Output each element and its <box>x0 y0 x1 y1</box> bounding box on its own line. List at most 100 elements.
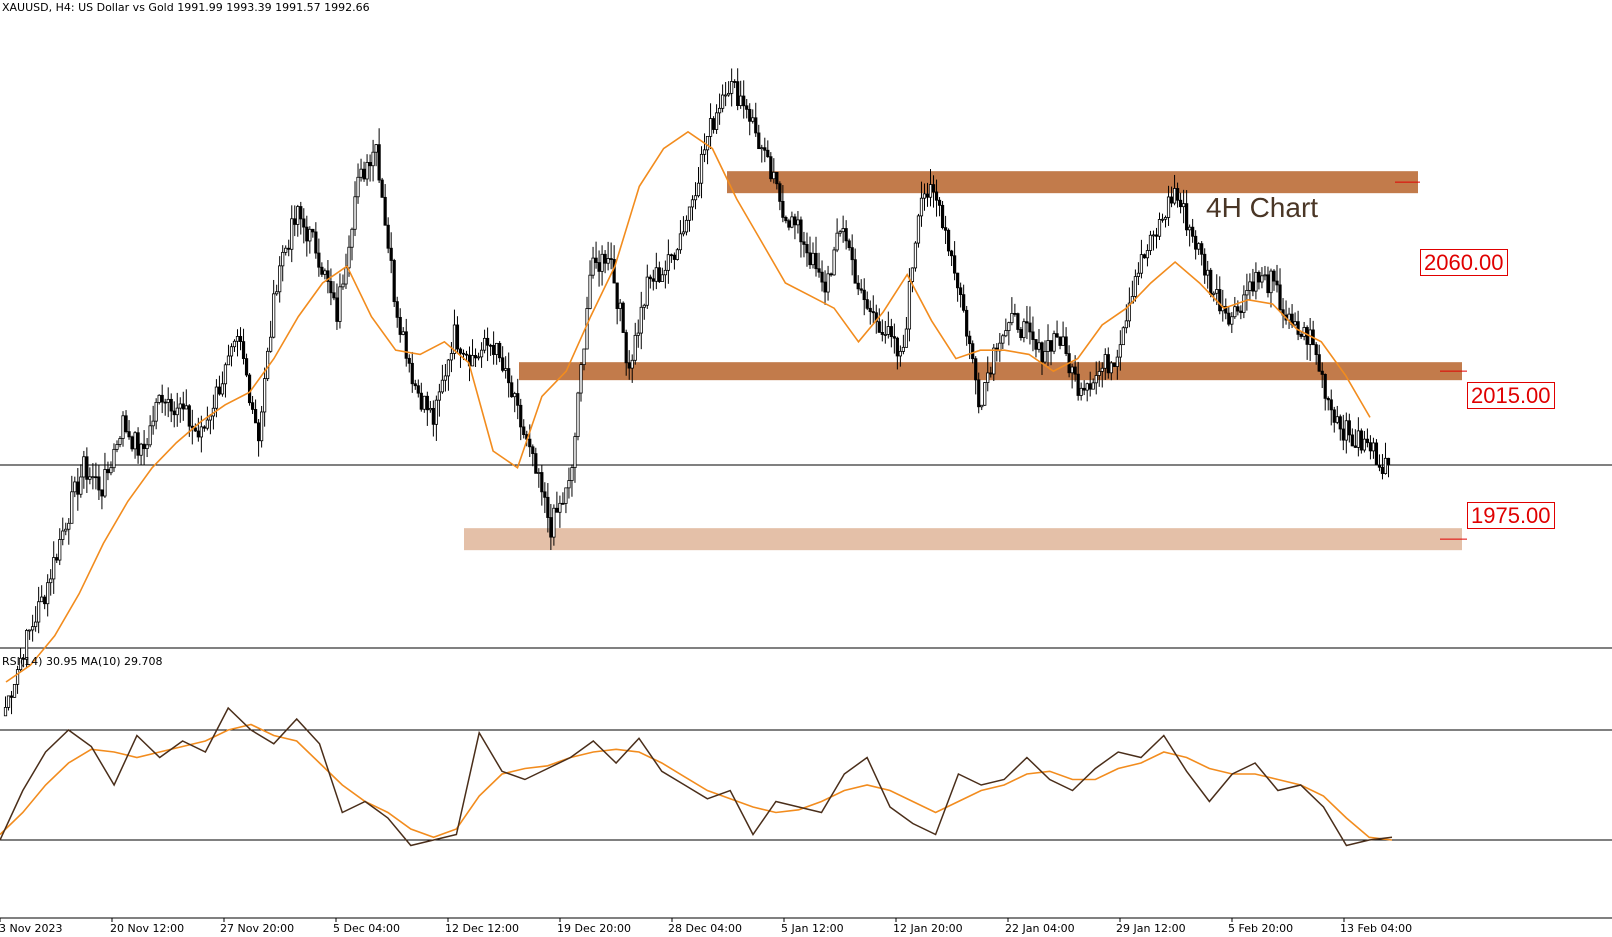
candle-body <box>70 491 74 524</box>
candle-body <box>1383 457 1388 474</box>
candle-body <box>642 304 646 308</box>
candle-body <box>154 401 158 422</box>
candle-body <box>458 348 463 354</box>
candle-body <box>151 420 155 427</box>
candle-body <box>344 267 348 285</box>
x-tick: 27 Nov 20:00 <box>220 922 295 935</box>
candle-body <box>489 344 493 347</box>
candle-body <box>645 276 649 306</box>
candle-body <box>172 410 176 416</box>
level-zone-2060 <box>727 171 1418 194</box>
candle-body <box>510 382 514 398</box>
candle-body <box>40 596 44 603</box>
candle-body <box>1031 331 1035 340</box>
candle-body <box>1182 203 1186 208</box>
candle-body <box>269 336 273 352</box>
candle-body <box>1121 327 1125 346</box>
candle-body <box>308 228 312 242</box>
candle-body <box>733 81 737 83</box>
candle-body <box>1046 340 1050 352</box>
candle-body <box>130 436 134 450</box>
candle-body <box>1239 310 1243 313</box>
candle-body <box>28 629 32 632</box>
candle-body <box>61 530 65 540</box>
candle-body <box>449 353 454 361</box>
candle-body <box>594 257 598 263</box>
candle-body <box>1010 312 1014 324</box>
candle-body <box>169 398 173 412</box>
candle-body <box>1359 430 1363 451</box>
candle-body <box>748 108 752 122</box>
candle-body <box>513 393 517 398</box>
candle-body <box>841 228 845 233</box>
candle-body <box>1368 442 1373 452</box>
candle-body <box>12 683 17 698</box>
candle-body <box>907 281 912 330</box>
candle-body <box>15 669 20 685</box>
candle-body <box>850 247 854 261</box>
candle-body <box>986 372 990 383</box>
candle-body <box>895 337 899 357</box>
candle-body <box>1007 322 1011 331</box>
candle-body <box>763 147 767 151</box>
candle-body <box>962 294 966 311</box>
candle-body <box>46 582 50 605</box>
candle-body <box>1175 188 1180 201</box>
candle-body <box>555 507 559 513</box>
candle-body <box>1188 226 1192 231</box>
candle-body <box>727 92 731 96</box>
candle-body <box>1350 434 1354 447</box>
candle-body <box>672 254 677 260</box>
candle-body <box>347 246 351 269</box>
x-tick: 12 Dec 12:00 <box>445 922 519 935</box>
candle-body <box>428 407 432 411</box>
candle-body <box>913 242 918 269</box>
candle-body <box>1076 373 1080 396</box>
candle-body <box>1377 464 1382 468</box>
candle-body <box>684 219 689 233</box>
chart-title: 4H Chart <box>1206 192 1319 223</box>
candle-body <box>196 430 200 438</box>
candle-body <box>1371 442 1376 452</box>
candle-body <box>1323 373 1327 399</box>
candle-body <box>1100 367 1104 372</box>
candle-body <box>1073 366 1077 375</box>
candle-body <box>516 393 520 406</box>
candle-body <box>760 147 764 150</box>
candle-body <box>157 394 161 403</box>
candle-body <box>1070 366 1074 374</box>
rsi-ma-line <box>0 723 1393 841</box>
x-tick: 20 Nov 12:00 <box>110 922 185 935</box>
candle-body <box>823 281 827 293</box>
candle-body <box>889 326 893 338</box>
candle-body <box>1145 250 1150 259</box>
candle-body <box>263 378 267 413</box>
candle-body <box>1296 321 1300 335</box>
candle-body <box>341 283 345 288</box>
candle-body <box>127 431 131 438</box>
candle-body <box>142 443 146 450</box>
candle-body <box>501 357 505 371</box>
level-label-2015: 2015.00 <box>1467 382 1555 409</box>
candle-body <box>633 334 637 361</box>
candle-body <box>374 144 378 153</box>
candle-body <box>419 392 423 410</box>
x-tick: 13 Nov 2023 <box>0 922 63 935</box>
candle-body <box>187 405 191 427</box>
candle-body <box>184 405 188 410</box>
candle-body <box>21 657 26 660</box>
x-tick: 12 Jan 20:00 <box>893 922 963 935</box>
candle-body <box>983 382 987 406</box>
level-zone-1975 <box>464 528 1462 551</box>
candle-body <box>757 132 761 150</box>
candle-body <box>1338 416 1342 430</box>
candle-body <box>250 402 255 410</box>
candle-body <box>332 292 336 299</box>
candle-body <box>1341 428 1345 441</box>
candle-body <box>853 259 857 284</box>
candle-body <box>495 342 499 355</box>
candle-body <box>940 204 945 229</box>
candle-body <box>1043 351 1047 363</box>
candle-body <box>1362 438 1366 451</box>
